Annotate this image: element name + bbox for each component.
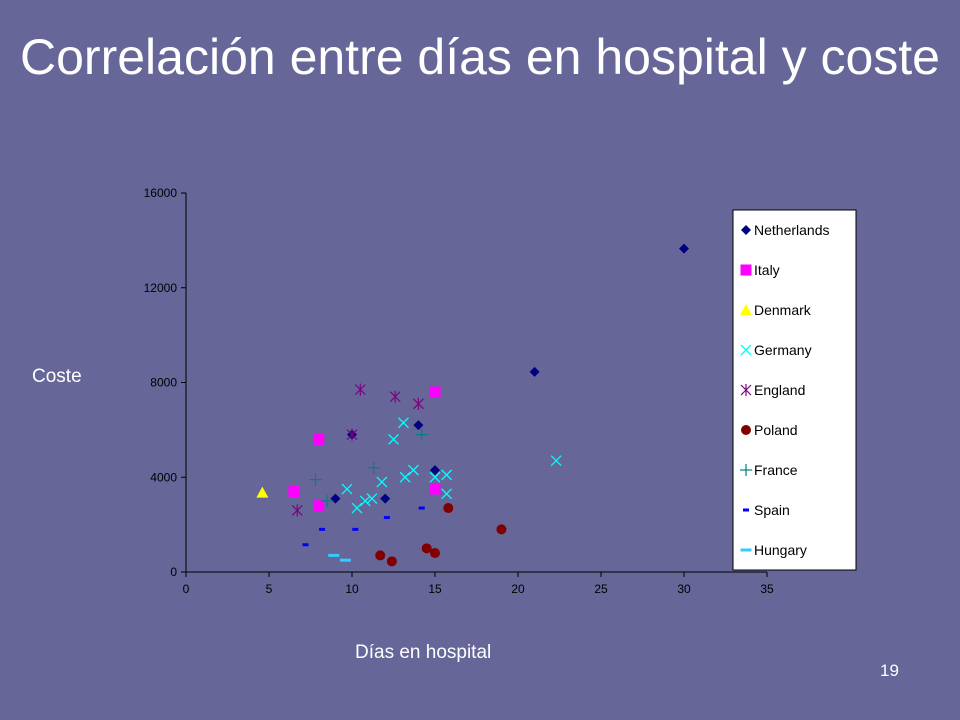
legend-marker-england — [740, 384, 752, 396]
point-poland — [443, 503, 454, 514]
point-spain — [383, 516, 390, 520]
point-germany — [441, 488, 453, 500]
point-france — [367, 461, 380, 474]
point-germany — [366, 493, 378, 505]
point-france — [415, 428, 428, 441]
point-germany — [341, 483, 353, 495]
point-germany — [429, 471, 441, 483]
y-axis-label: Coste — [32, 366, 82, 387]
point-italy — [429, 483, 441, 495]
y-tick-label: 8000 — [150, 376, 177, 390]
legend-box — [732, 209, 857, 571]
legend-marker-denmark — [740, 304, 752, 315]
point-spain — [418, 506, 425, 510]
point-spain — [352, 527, 359, 531]
point-germany — [550, 455, 562, 467]
legend-marker-netherlands — [741, 225, 751, 235]
point-poland — [386, 556, 397, 567]
point-poland — [375, 550, 386, 561]
point-poland — [496, 524, 507, 535]
x-tick-label: 35 — [760, 582, 774, 596]
point-netherlands — [430, 465, 440, 476]
point-england — [346, 428, 358, 441]
legend-label-england: England — [754, 382, 805, 398]
point-england — [412, 397, 424, 410]
legend-marker-hungary — [740, 548, 752, 552]
point-hungary — [339, 558, 351, 562]
point-spain — [302, 543, 309, 547]
point-germany — [388, 433, 399, 445]
point-denmark — [256, 486, 269, 498]
slide-title: Correlación entre días en hospital y cos… — [20, 29, 940, 85]
legend-marker-poland — [741, 425, 751, 435]
point-netherlands — [679, 243, 689, 254]
point-germany — [399, 471, 411, 483]
point-hungary — [328, 553, 340, 557]
y-tick-label: 4000 — [150, 470, 177, 484]
point-netherlands — [413, 420, 424, 431]
x-tick-label: 5 — [266, 582, 273, 596]
point-germany — [441, 469, 453, 481]
legend-label-denmark: Denmark — [754, 302, 812, 318]
legend-marker-france — [740, 464, 752, 476]
point-poland — [430, 548, 440, 559]
point-england — [291, 504, 303, 517]
y-tick-label: 16000 — [144, 186, 178, 200]
y-tick-label: 0 — [170, 565, 177, 579]
x-axis-label: Días en hospital — [355, 642, 492, 663]
legend-label-italy: Italy — [754, 262, 780, 278]
point-germany — [376, 476, 388, 488]
point-germany — [398, 417, 409, 429]
legend-label-netherlands: Netherlands — [754, 222, 830, 238]
point-germany — [407, 464, 419, 476]
y-tick-label: 12000 — [144, 281, 178, 295]
point-italy — [313, 500, 325, 512]
legend-marker-italy — [740, 264, 752, 276]
point-italy — [313, 433, 325, 445]
x-tick-label: 15 — [428, 582, 442, 596]
x-tick-label: 30 — [677, 582, 691, 596]
point-france — [321, 494, 334, 507]
point-spain — [319, 527, 326, 531]
point-germany — [351, 502, 363, 514]
point-netherlands — [380, 493, 391, 504]
legend-marker-germany — [740, 344, 752, 356]
page-number: 19 — [880, 661, 899, 680]
point-england — [389, 390, 401, 403]
point-italy — [429, 386, 441, 398]
point-poland — [421, 543, 432, 554]
legend-label-france: France — [754, 462, 798, 478]
legend-label-hungary: Hungary — [754, 542, 807, 558]
legend-label-spain: Spain — [754, 502, 790, 518]
point-france — [309, 473, 322, 486]
legend-marker-spain — [743, 508, 749, 512]
point-england — [354, 383, 366, 396]
point-italy — [288, 485, 300, 497]
point-germany — [359, 495, 371, 507]
point-netherlands — [529, 366, 540, 377]
point-netherlands — [330, 493, 341, 504]
legend-label-poland: Poland — [754, 422, 798, 438]
x-tick-label: 25 — [594, 582, 608, 596]
x-tick-label: 0 — [183, 582, 190, 596]
x-tick-label: 20 — [511, 582, 525, 596]
x-tick-label: 10 — [345, 582, 359, 596]
legend-label-germany: Germany — [754, 342, 812, 358]
